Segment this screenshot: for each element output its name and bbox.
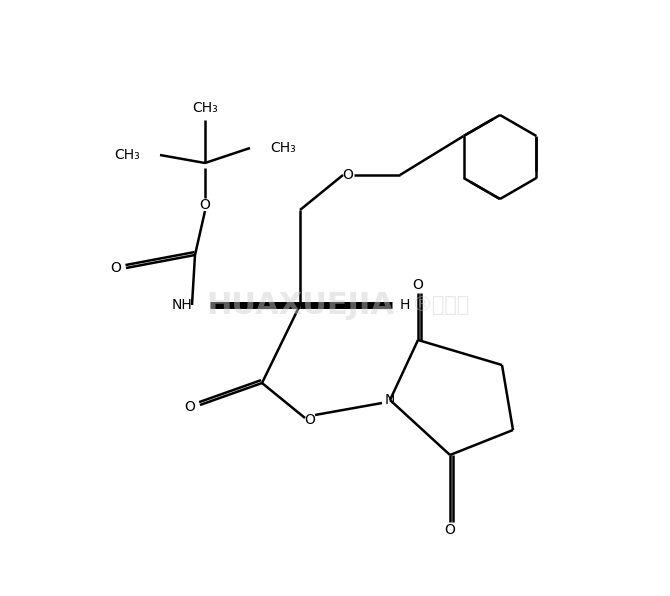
Text: HUAXUEJIA: HUAXUEJIA bbox=[206, 290, 394, 319]
Text: O: O bbox=[184, 400, 196, 414]
Text: O: O bbox=[342, 168, 354, 182]
Text: O: O bbox=[305, 413, 316, 427]
Text: CH₃: CH₃ bbox=[115, 148, 140, 162]
Text: O: O bbox=[413, 278, 423, 292]
Text: NH: NH bbox=[172, 298, 192, 312]
Text: CH₃: CH₃ bbox=[192, 101, 218, 115]
Text: O: O bbox=[111, 261, 121, 275]
Text: N: N bbox=[385, 393, 395, 407]
Text: O: O bbox=[200, 198, 210, 212]
Text: CH₃: CH₃ bbox=[270, 141, 295, 155]
Text: O: O bbox=[445, 523, 456, 537]
Text: ®化学加: ®化学加 bbox=[411, 295, 469, 315]
Text: H: H bbox=[400, 298, 410, 312]
